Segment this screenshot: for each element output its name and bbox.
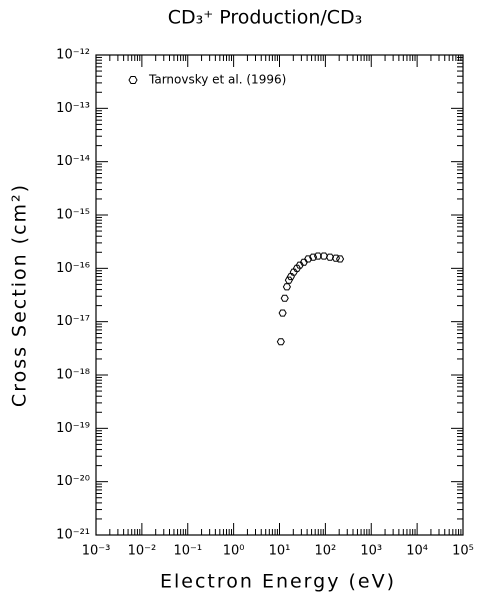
- y-axis-label: Cross Section (cm²): [9, 183, 31, 407]
- y-tick-label: 10⁻¹⁷: [56, 314, 90, 329]
- data-point: [284, 276, 293, 284]
- chart-title: CD₃⁺ Production/CD₃: [168, 7, 363, 29]
- x-tick-label: 10³: [360, 544, 382, 559]
- data-point: [280, 294, 289, 302]
- y-tick-label: 10⁻²⁰: [56, 474, 90, 489]
- y-tick-label: 10⁻¹²: [56, 48, 90, 63]
- data-point: [325, 253, 335, 261]
- x-tick-label: 10²: [314, 544, 336, 559]
- data-point: [313, 252, 323, 260]
- y-tick-label: 10⁻¹⁵: [56, 208, 90, 223]
- data-point: [292, 264, 302, 272]
- y-tick-label: 10⁻¹⁶: [56, 261, 90, 276]
- y-tick-label: 10⁻¹⁸: [56, 368, 90, 383]
- y-tick-label: 10⁻¹⁹: [56, 421, 90, 436]
- x-axis-label: Electron Energy (eV): [160, 571, 396, 593]
- legend-label: Tarnovsky et al. (1996): [148, 73, 286, 87]
- x-tick-label: 10⁴: [406, 544, 428, 559]
- data-point: [309, 253, 318, 261]
- data-point: [289, 268, 298, 276]
- y-tick-label: 10⁻²¹: [56, 528, 90, 543]
- x-tick-label: 10⁻¹: [173, 544, 202, 559]
- data-point: [276, 338, 285, 346]
- data-point: [299, 258, 308, 266]
- y-tick-label: 10⁻¹³: [56, 101, 90, 116]
- data-point: [295, 261, 304, 269]
- legend-marker: [128, 76, 138, 84]
- plot-frame: [95, 54, 464, 536]
- x-tick-label: 10⁵: [452, 544, 474, 559]
- x-tick-label: 10⁻³: [82, 544, 111, 559]
- y-tick-label: 10⁻¹⁴: [56, 154, 90, 169]
- data-point: [286, 273, 295, 281]
- data-point: [282, 283, 291, 291]
- x-tick-label: 10¹: [269, 544, 291, 559]
- data-point: [335, 255, 345, 263]
- data-point: [278, 309, 287, 317]
- data-point: [319, 252, 329, 260]
- x-tick-label: 10⁻²: [128, 544, 157, 559]
- x-tick-label: 10⁰: [223, 544, 245, 559]
